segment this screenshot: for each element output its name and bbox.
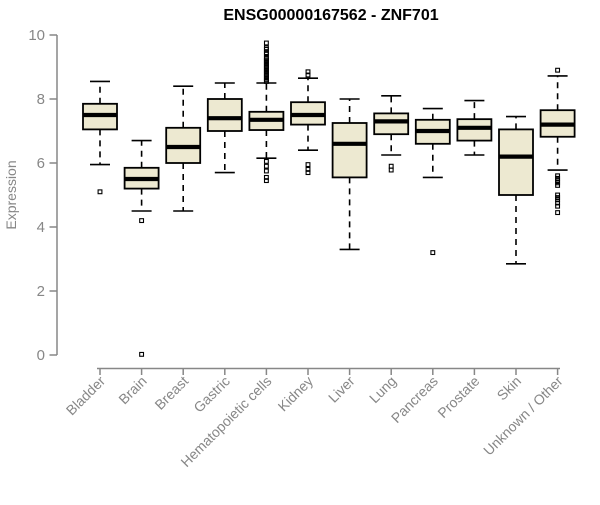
box-prostate: [456, 99, 493, 156]
outlier-point: [263, 174, 269, 180]
outlier-point: [263, 178, 269, 184]
outlier-point: [305, 72, 311, 78]
box-hematopoietic-cells: [248, 40, 285, 184]
box-skin: [498, 115, 534, 265]
x-tick-label: Unknown / Other: [480, 373, 566, 459]
box-unknown-other: [539, 67, 576, 216]
outlier-point: [388, 163, 394, 169]
outlier-point: [555, 173, 561, 179]
outlier-point: [305, 162, 311, 168]
outlier-point: [263, 158, 269, 164]
iqr-box: [373, 112, 410, 136]
box-gastric: [206, 82, 243, 174]
outlier-point: [263, 50, 269, 56]
outlier-point: [263, 40, 269, 46]
y-tick-label: 10: [28, 27, 45, 44]
iqr-box: [498, 128, 534, 196]
box-lung: [373, 95, 410, 173]
iqr-box: [331, 122, 368, 179]
x-tick-label: Breast: [151, 373, 191, 413]
box-kidney: [290, 69, 326, 176]
outlier-point: [555, 67, 561, 73]
outlier-point: [555, 200, 561, 206]
outlier-point: [555, 203, 561, 209]
y-tick-label: 6: [37, 155, 45, 172]
outlier-point: [305, 69, 311, 75]
outlier-point: [139, 351, 145, 357]
y-tick-label: 2: [37, 283, 45, 300]
outlier-point: [263, 45, 269, 51]
box-liver: [331, 98, 368, 251]
outlier-point: [263, 163, 269, 169]
outlier-point: [555, 197, 561, 203]
x-tick-label: Lung: [366, 373, 399, 406]
box-pancreas: [414, 107, 451, 256]
y-tick-label: 0: [37, 347, 45, 364]
outlier-point: [555, 210, 561, 216]
outlier-point: [263, 54, 269, 60]
outlier-point: [430, 250, 436, 256]
box-breast: [165, 85, 202, 212]
chart-title: ENSG00000167562 - ZNF701: [223, 7, 438, 24]
outlier-point: [263, 168, 269, 174]
outlier-point: [305, 166, 311, 172]
box-brain: [123, 139, 160, 357]
outlier-point: [555, 180, 561, 186]
outlier-point: [555, 192, 561, 198]
outlier-point: [305, 170, 311, 176]
outlier-point: [97, 189, 103, 195]
x-tick-label: Skin: [494, 373, 525, 404]
x-tick-label: Kidney: [275, 373, 317, 415]
y-axis-label: Expression: [3, 160, 19, 229]
x-tick-label: Prostate: [434, 373, 482, 421]
x-tick-label: Liver: [325, 373, 358, 406]
outlier-point: [388, 167, 394, 173]
outlier-point: [139, 218, 145, 224]
x-tick-label: Brain: [115, 373, 149, 407]
iqr-box: [206, 98, 243, 132]
outlier-point: [555, 182, 561, 188]
y-tick-label: 4: [37, 219, 45, 236]
box-bladder: [82, 80, 118, 195]
y-tick-label: 8: [37, 91, 45, 108]
x-tick-label: Bladder: [63, 373, 109, 419]
